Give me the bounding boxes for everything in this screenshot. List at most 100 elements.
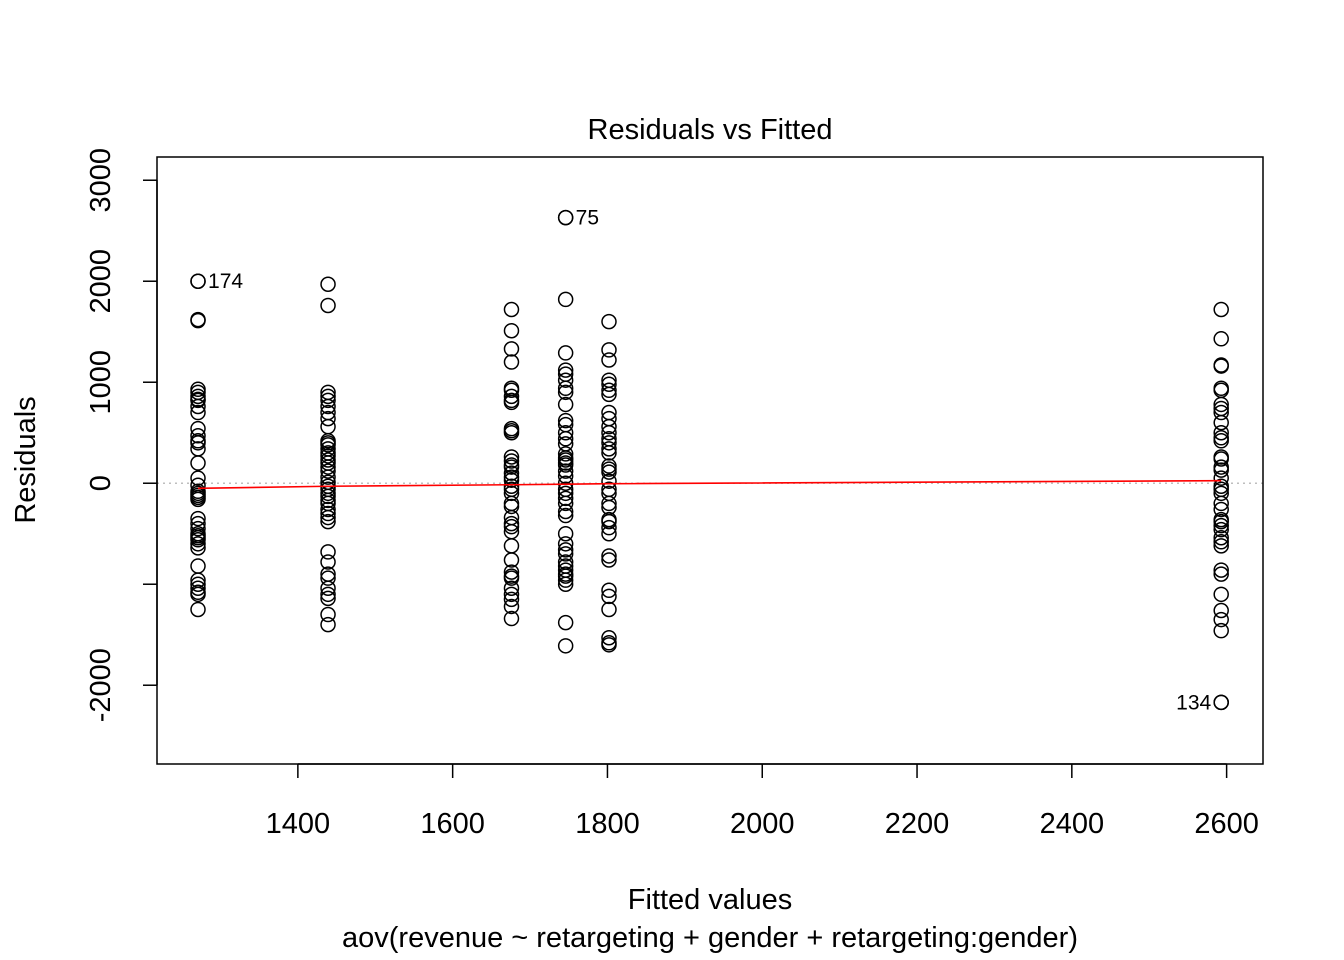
residual-point	[320, 297, 336, 314]
y-tick-label: 3000	[85, 148, 117, 213]
residual-point	[601, 473, 617, 489]
residual-point	[601, 342, 617, 358]
residual-point	[557, 485, 574, 502]
residual-point	[320, 469, 336, 485]
residual-point	[601, 548, 617, 564]
residual-point	[320, 554, 336, 570]
residual-point	[1213, 566, 1229, 582]
labeled-residual-point	[190, 273, 206, 289]
residual-point	[557, 503, 574, 520]
y-tick-label: 2000	[85, 249, 117, 314]
residual-point	[503, 518, 520, 535]
residual-point	[320, 501, 336, 518]
residual-point	[601, 458, 617, 474]
residual-point	[1213, 501, 1229, 518]
residual-point	[320, 392, 336, 409]
residual-point	[503, 382, 520, 399]
smoother-line	[198, 479, 1222, 490]
x-tick-label: 2600	[1194, 808, 1259, 840]
residual-point	[320, 544, 336, 560]
residual-point	[557, 345, 574, 361]
residual-point	[557, 380, 574, 397]
residual-point	[503, 580, 520, 597]
residual-point	[601, 519, 617, 536]
residual-point	[1213, 331, 1229, 347]
residual-point	[601, 513, 617, 530]
residual-point	[1213, 517, 1229, 534]
chart-subtitle: aov(revenue ~ retargeting + gender + ret…	[342, 922, 1078, 954]
residual-point	[320, 580, 336, 597]
residual-point	[190, 455, 206, 471]
residual-point	[320, 616, 336, 633]
residual-point	[320, 590, 336, 607]
residual-point	[320, 488, 336, 505]
y-tick-label: 1000	[85, 350, 117, 415]
residual-point	[1213, 611, 1229, 628]
residual-point	[601, 552, 617, 568]
labeled-residual-point	[557, 209, 574, 226]
residual-point	[1213, 433, 1229, 449]
y-axis-title: Residuals	[10, 396, 42, 523]
residual-point	[601, 601, 617, 618]
residual-point	[1213, 404, 1229, 421]
residual-point	[1213, 602, 1229, 619]
labeled-residual-point	[1213, 694, 1229, 711]
residual-point	[503, 598, 520, 615]
residual-point	[503, 388, 520, 405]
residual-point	[601, 445, 617, 461]
residual-point	[601, 352, 617, 368]
residual-point	[503, 341, 520, 357]
residual-point	[190, 601, 206, 618]
residual-point	[557, 457, 574, 473]
residual-point	[503, 570, 520, 586]
residual-point	[190, 536, 206, 552]
residual-point	[320, 586, 336, 603]
x-tick-label: 2000	[730, 808, 795, 840]
residual-point	[557, 638, 574, 654]
residual-point	[190, 392, 206, 409]
residual-point	[601, 386, 617, 403]
residual-points-layer	[190, 209, 1229, 711]
residual-point	[503, 485, 520, 502]
residual-point	[557, 507, 574, 524]
residual-point	[1213, 414, 1229, 431]
residual-point	[557, 468, 574, 484]
residual-point	[190, 435, 206, 451]
residual-point	[503, 394, 520, 411]
residual-point	[557, 384, 574, 401]
residual-point	[503, 322, 520, 339]
residual-point	[1213, 451, 1229, 467]
residual-point	[190, 312, 206, 329]
residual-point	[190, 470, 206, 486]
residual-point	[503, 610, 520, 627]
residual-point	[1213, 485, 1229, 502]
residual-point	[601, 435, 617, 451]
residual-point	[503, 453, 520, 469]
y-axis: -2000 0 1000 2000 3000	[85, 148, 158, 722]
residual-point	[557, 614, 574, 631]
residual-point	[601, 376, 617, 392]
residual-point	[320, 276, 336, 293]
chart-title: Residuals vs Fitted	[588, 114, 833, 146]
point-label: 134	[1176, 691, 1211, 714]
residual-point	[503, 586, 520, 603]
residual-point	[557, 490, 574, 507]
residual-point	[557, 431, 574, 447]
residual-point	[1213, 521, 1229, 538]
residual-point	[557, 412, 574, 429]
residual-point	[1213, 622, 1229, 639]
residual-point	[601, 404, 617, 421]
residual-point	[1213, 396, 1229, 413]
residual-point	[601, 588, 617, 605]
residual-point	[190, 576, 206, 592]
residual-point	[503, 449, 520, 465]
residual-point	[503, 459, 520, 475]
residual-point	[190, 398, 206, 415]
residual-point	[557, 372, 574, 388]
residual-point	[557, 446, 574, 462]
residual-point	[503, 495, 520, 512]
residual-point	[190, 558, 206, 574]
residual-point	[320, 448, 336, 464]
x-axis-title: Fitted values	[628, 884, 792, 916]
